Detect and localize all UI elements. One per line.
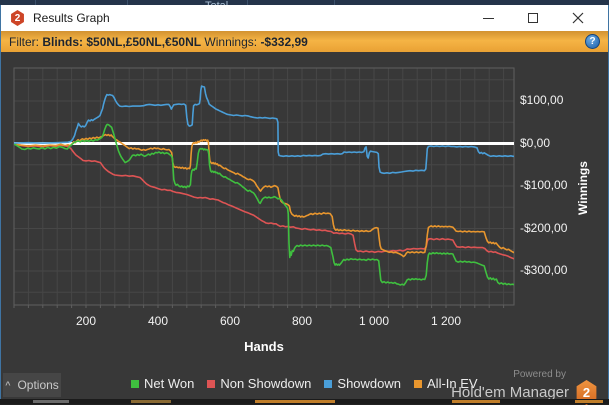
help-icon[interactable]: ? <box>585 34 600 49</box>
results-graph-window: 2 Results Graph Filter: Blinds: $50NL,£5… <box>0 5 609 405</box>
y-tick-label: -$300,00 <box>520 263 568 277</box>
options-button-label: Options <box>17 378 59 392</box>
minimize-button[interactable] <box>473 5 503 31</box>
legend-item-net-won[interactable]: Net Won <box>131 376 194 391</box>
background-column-divider <box>127 0 128 5</box>
legend-swatch-icon <box>207 379 216 388</box>
hm2-logo-badge-text: 2 <box>582 385 591 400</box>
series-net-won <box>14 123 514 286</box>
options-button[interactable]: ^ Options <box>3 373 61 397</box>
x-tick-label: 1 200 <box>430 314 462 328</box>
brand-name: Hold'em Manager <box>451 384 569 401</box>
background-column-divider <box>35 0 36 5</box>
background-text-fragment <box>452 400 500 403</box>
winnings-label: Winnings: <box>201 34 261 49</box>
y-tick-label: $0,00 <box>520 135 551 150</box>
filter-bar: Filter: Blinds: $50NL,£50NL,€50NL Winnin… <box>1 31 608 52</box>
background-window-bottom-strip <box>0 399 609 404</box>
blinds-label: Blinds: <box>42 34 87 49</box>
background-column-divider <box>247 0 248 5</box>
background-text-fragment <box>33 400 69 403</box>
y-axis-title: Winnings <box>576 161 590 215</box>
x-axis-title: Hands <box>244 339 284 354</box>
series-non-showdown <box>14 143 514 260</box>
hm2-app-icon-text: 2 <box>14 12 21 24</box>
minimize-icon <box>482 17 494 19</box>
y-tick-label: -$200,00 <box>520 220 568 235</box>
series-showdown <box>14 85 514 175</box>
x-tick-label: 800 <box>291 314 313 328</box>
legend-label: All-In EV <box>427 376 478 391</box>
legend-swatch-icon <box>131 379 139 388</box>
results-line-chart <box>13 67 515 308</box>
maximize-icon <box>528 13 538 23</box>
powered-by-label: Powered by <box>513 369 566 380</box>
legend-item-showdown[interactable]: Showdown <box>324 376 401 391</box>
close-button[interactable] <box>563 5 593 31</box>
chevron-up-icon: ^ <box>5 380 11 390</box>
titlebar[interactable]: 2 Results Graph <box>1 5 608 31</box>
chart-area: $100,00 $0,00 -$100,00 -$200,00 -$300,00 200… <box>1 52 608 368</box>
maximize-button[interactable] <box>518 5 548 31</box>
legend-item-all-in-ev[interactable]: All-In EV <box>414 376 478 391</box>
background-text-fragment <box>255 400 335 403</box>
chart-legend: Net Won Non Showdown Showdown All-In EV <box>131 376 478 391</box>
x-tick-label: 200 <box>75 314 97 328</box>
close-icon <box>572 12 584 24</box>
footer-bar: ^ Options Net Won Non Showdown Showdown All… <box>1 368 608 405</box>
hm2-logo-icon: 2 <box>576 380 597 405</box>
x-tick-label: 400 <box>147 314 169 328</box>
series-group <box>14 85 514 286</box>
grid-lines <box>14 68 514 305</box>
x-tick-label: 600 <box>219 314 241 328</box>
background-column-divider <box>334 0 335 5</box>
background-text-fragment <box>575 400 603 403</box>
legend-label: Net Won <box>144 376 195 391</box>
window-title: Results Graph <box>33 11 110 25</box>
background-text-fragment <box>131 400 171 403</box>
background-window-top-strip: Total <box>0 0 609 5</box>
window-controls <box>473 5 608 31</box>
y-tick-label: $100,00 <box>520 93 564 107</box>
legend-item-non-showdown[interactable]: Non Showdown <box>207 376 311 391</box>
background-total-label: Total <box>205 0 228 5</box>
plot-border <box>13 67 515 308</box>
legend-label: Showdown <box>337 376 402 391</box>
legend-swatch-icon <box>414 379 423 388</box>
legend-label: Non Showdown <box>220 376 312 391</box>
y-tick-label: -$100,00 <box>520 178 568 192</box>
help-icon-glyph: ? <box>589 36 596 47</box>
x-tick-label: 1 000 <box>358 314 390 328</box>
winnings-value: -$332,99 <box>260 34 308 49</box>
blinds-value: $50NL,£50NL,€50NL <box>86 34 202 49</box>
series-all-in-ev <box>14 133 514 258</box>
filter-label: Filter: <box>9 34 43 49</box>
legend-swatch-icon <box>324 379 333 388</box>
hm2-app-icon: 2 <box>11 10 24 26</box>
powered-by-block: Powered by Hold'em Manager 2 <box>451 369 598 405</box>
brand-row: Hold'em Manager 2 <box>451 380 598 405</box>
